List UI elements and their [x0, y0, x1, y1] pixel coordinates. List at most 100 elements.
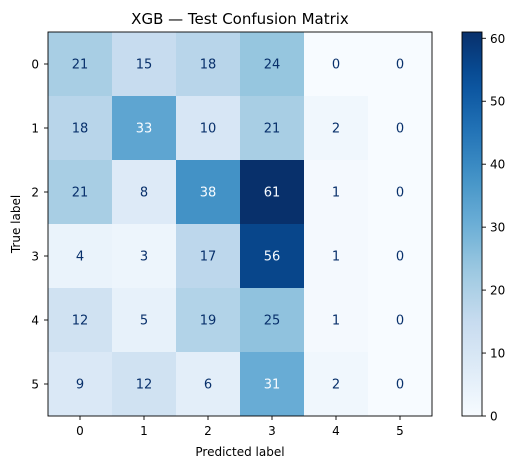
y-tick-label: 0 — [31, 58, 39, 72]
heatmap-cell — [112, 352, 176, 416]
y-tick-label: 1 — [31, 122, 39, 136]
heatmap-cell — [368, 352, 432, 416]
cell-value-label: 6 — [204, 378, 212, 393]
heatmap-cell — [304, 352, 368, 416]
heatmap-cell — [304, 32, 368, 96]
cell-value-label: 10 — [200, 122, 217, 137]
cell-value-label: 3 — [140, 250, 148, 265]
cell-value-label: 9 — [76, 378, 84, 393]
colorbar-tick-label: 60 — [490, 32, 505, 46]
x-tick-label: 2 — [204, 424, 212, 438]
cell-value-label: 0 — [396, 314, 404, 329]
y-axis-ticks: 0 1 2 3 4 5 — [31, 58, 48, 392]
heatmap-cell — [304, 160, 368, 224]
heatmap-cell — [176, 96, 240, 160]
heatmap-cell — [176, 352, 240, 416]
heatmap-cell — [48, 96, 112, 160]
cell-value-label: 0 — [396, 122, 404, 137]
colorbar-tick-label: 30 — [490, 221, 505, 235]
cell-value-label: 21 — [264, 122, 281, 137]
colorbar-tick-label: 50 — [490, 95, 505, 109]
cell-value-label: 8 — [140, 186, 148, 201]
cell-value-label: 1 — [332, 186, 340, 201]
heatmap-cell — [48, 32, 112, 96]
heatmap-cell — [368, 288, 432, 352]
heatmap-cell — [368, 160, 432, 224]
cell-value-label: 2 — [332, 378, 340, 393]
cell-value-label: 0 — [396, 58, 404, 73]
heatmap-cell — [48, 160, 112, 224]
cell-value-label: 18 — [72, 122, 89, 137]
cell-value-label: 17 — [200, 250, 217, 265]
heatmap-cell — [240, 352, 304, 416]
cell-value-label: 21 — [72, 58, 89, 73]
cell-value-label: 33 — [136, 122, 153, 137]
x-axis-ticks: 0 1 2 3 4 5 — [76, 416, 404, 438]
x-tick-label: 3 — [268, 424, 276, 438]
heatmap-cell — [240, 96, 304, 160]
cell-value-label: 0 — [396, 250, 404, 265]
heatmap-cell — [112, 160, 176, 224]
heatmap-cell-labels: 21 15 18 24 0 018 33 10 21 2 021 8 38 61 1 04 3 17 56 1 012 5… — [72, 58, 404, 393]
heatmap-cell — [176, 160, 240, 224]
heatmap-cell — [112, 224, 176, 288]
cell-value-label: 15 — [136, 58, 153, 73]
colorbar-tick-label: 0 — [490, 410, 498, 424]
x-tick-label: 5 — [396, 424, 404, 438]
plot-frame — [47, 31, 433, 417]
heatmap-cell — [112, 288, 176, 352]
cell-value-label: 0 — [332, 58, 340, 73]
y-tick-label: 2 — [31, 186, 39, 200]
heatmap-cell — [176, 32, 240, 96]
cell-value-label: 18 — [200, 58, 217, 73]
heatmap-cell — [240, 32, 304, 96]
cell-value-label: 12 — [136, 378, 153, 393]
cell-value-label: 1 — [332, 250, 340, 265]
cell-value-label: 19 — [200, 314, 217, 329]
heatmap-cell — [368, 96, 432, 160]
heatmap-cell — [240, 288, 304, 352]
cell-value-label: 2 — [332, 122, 340, 137]
colorbar-tick-label: 20 — [490, 284, 505, 298]
y-tick-label: 5 — [31, 378, 39, 392]
chart-title: XGB — Test Confusion Matrix — [131, 10, 349, 28]
heatmap-cells — [48, 32, 432, 416]
y-tick-label: 4 — [31, 314, 39, 328]
cell-value-label: 0 — [396, 186, 404, 201]
heatmap-cell — [304, 288, 368, 352]
cell-value-label: 24 — [264, 58, 281, 73]
cell-value-label: 4 — [76, 250, 84, 265]
y-axis-label: True label — [9, 195, 23, 254]
heatmap-cell — [48, 224, 112, 288]
cell-value-label: 61 — [264, 186, 281, 201]
colorbar — [461, 31, 483, 417]
heatmap-cell — [240, 224, 304, 288]
cell-value-label: 1 — [332, 314, 340, 329]
cell-value-label: 21 — [72, 186, 89, 201]
heatmap-cell — [48, 288, 112, 352]
cell-value-label: 56 — [264, 250, 281, 265]
heatmap-cell — [368, 32, 432, 96]
colorbar-ticks: 0 10 20 30 40 50 60 — [482, 32, 505, 424]
heatmap-cell — [368, 224, 432, 288]
colorbar-tick-label: 40 — [490, 158, 505, 172]
cell-value-label: 5 — [140, 314, 148, 329]
x-axis-label: Predicted label — [195, 445, 284, 459]
cell-value-label: 31 — [264, 378, 281, 393]
heatmap-cell — [48, 352, 112, 416]
x-tick-label: 0 — [76, 424, 84, 438]
heatmap-cell — [240, 160, 304, 224]
heatmap-cell — [112, 96, 176, 160]
colorbar-tick-label: 10 — [490, 347, 505, 361]
y-tick-label: 3 — [31, 250, 39, 264]
cell-value-label: 25 — [264, 314, 281, 329]
x-tick-label: 4 — [332, 424, 340, 438]
heatmap-cell — [176, 224, 240, 288]
cell-value-label: 12 — [72, 314, 89, 329]
heatmap-cell — [304, 224, 368, 288]
x-tick-label: 1 — [140, 424, 148, 438]
cell-value-label: 38 — [200, 186, 217, 201]
heatmap-cell — [112, 32, 176, 96]
heatmap-cell — [176, 288, 240, 352]
heatmap-cell — [304, 96, 368, 160]
